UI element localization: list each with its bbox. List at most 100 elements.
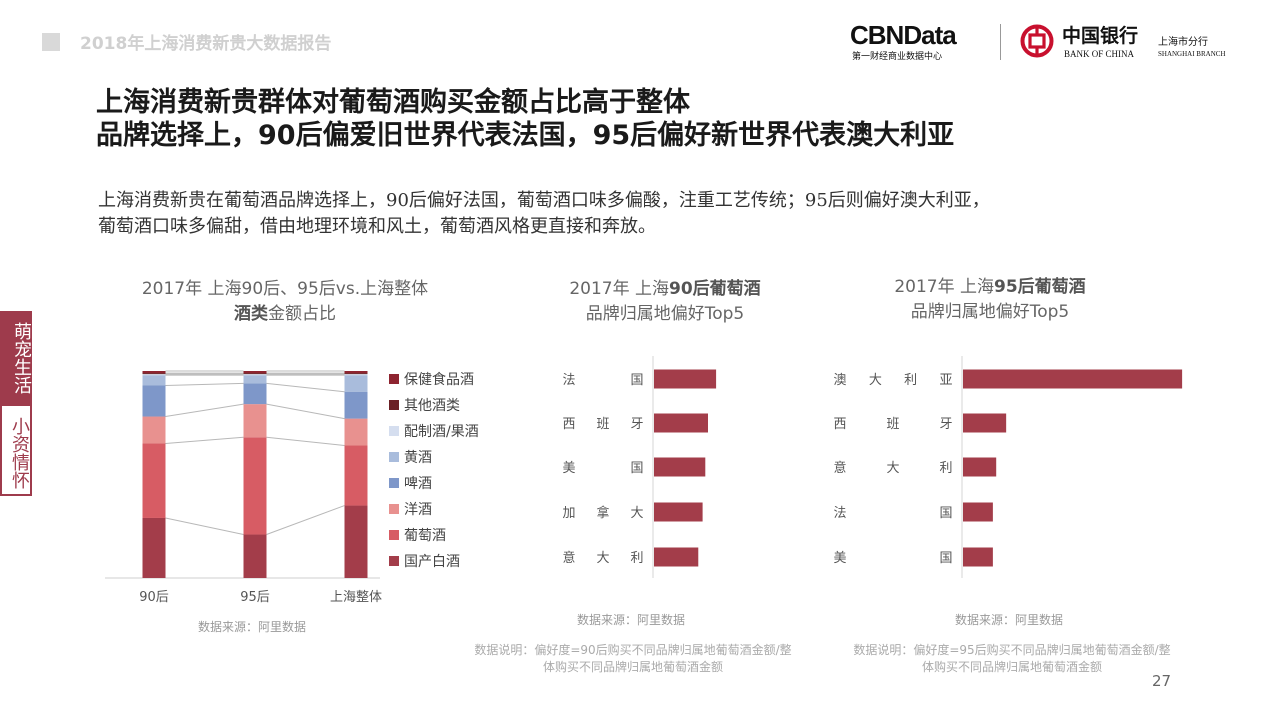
chart1-legend-label: 洋酒: [404, 502, 432, 518]
chart1-bar-segment: [344, 371, 368, 374]
chart1-bar-segment: [243, 371, 267, 374]
chart1-connector-line: [266, 436, 345, 447]
chart1-bar-segment: [243, 404, 267, 438]
chart1-bar-segment: [344, 391, 368, 419]
chart1-legend-label: 配制酒/果酒: [404, 424, 479, 440]
chart1-connector-line: [165, 436, 244, 444]
chart3-category-label: 利: [904, 373, 917, 388]
chart2-title-bold: 90后葡萄酒: [669, 279, 761, 299]
chart3-title-bold: 95后葡萄酒: [994, 277, 1086, 297]
chart1-bar-segment: [243, 383, 267, 405]
chart1-title: 2017年 上海90后、95后vs.上海整体 酒类金额占比: [100, 274, 470, 324]
chart1-connector-line: [165, 382, 244, 386]
chart3-category-label: 西: [833, 417, 846, 432]
chart1-connector-line: [266, 382, 345, 393]
chart1-bar-segment: [142, 517, 166, 578]
bank-of-china-name-cn: 中国银行: [1062, 25, 1139, 47]
body-text-line-1: 上海消费新贵在葡萄酒品牌选择上，90后偏好法国，葡萄酒口味多偏酸，注重工艺传统；…: [98, 190, 990, 211]
chart3-category-label: 意: [833, 460, 846, 476]
chart1-legend-swatch: [389, 374, 399, 384]
chart1-connector-line: [165, 517, 244, 536]
chart2-category-label: 大: [630, 506, 643, 521]
chart3-category-label: 大: [886, 461, 899, 476]
chart3-title-plain: 2017年 上海: [894, 277, 994, 297]
chart1-category-label: 95后: [240, 590, 270, 605]
headline-line-2: 品牌选择上，90后偏爱旧世界代表法国，95后偏好新世界代表澳大利亚: [96, 120, 955, 151]
chart2-bar: [654, 502, 703, 522]
chart1-bar-segment: [142, 374, 166, 376]
chart1-bar-segment: [142, 373, 166, 375]
chart3-category-label: 班: [886, 417, 899, 432]
chart1-title-rest: 金额占比: [268, 304, 336, 324]
chart2-category-label: 牙: [630, 417, 643, 432]
header-square-icon: [42, 33, 60, 51]
chart1-legend-label: 国产白酒: [404, 554, 460, 570]
chart1-legend-swatch: [389, 426, 399, 436]
chart3-note: 数据说明：偏好度=95后购买不同品牌归属地葡萄酒金额/整体购买不同品牌归属地葡萄…: [853, 643, 1171, 674]
chart1-legend-swatch: [389, 504, 399, 514]
chart2-note: 数据说明：偏好度=90后购买不同品牌归属地葡萄酒金额/整体购买不同品牌归属地葡萄…: [474, 643, 792, 674]
chart2-title-plain: 2017年 上海: [569, 279, 669, 299]
chart1-bar-segment: [142, 385, 166, 417]
chart1-bar-segment: [344, 374, 368, 376]
chart1-bar-segment: [243, 374, 267, 376]
chart1-legend-swatch: [389, 452, 399, 462]
chart3-category-label: 大: [869, 373, 882, 388]
chart3-category-label: 法: [833, 506, 846, 521]
chart1-title-line-1: 2017年 上海90后、95后vs.上海整体: [141, 279, 429, 299]
chart2-category-label: 大: [596, 551, 609, 566]
side-tab-petty-bourgeois[interactable]: 小资情怀: [0, 404, 32, 496]
chart1-bar-segment: [344, 375, 368, 392]
chart1-legend-swatch: [389, 556, 399, 566]
chart3-source: 数据来源：阿里数据: [955, 613, 1064, 627]
chart3-bar: [963, 369, 1183, 389]
chart3-category-label: 澳: [833, 372, 846, 388]
body-text-line-2: 葡萄酒口味多偏甜，借由地理环境和风土，葡萄酒风格更直接和奔放。: [98, 216, 656, 237]
chart3-bar: [963, 547, 993, 567]
chart1-legend-label: 黄酒: [404, 449, 432, 466]
headline-line-1: 上海消费新贵群体对葡萄酒购买金额占比高于整体: [96, 87, 690, 118]
chart2-bar: [654, 457, 706, 477]
chart3-category-label: 国: [939, 506, 952, 521]
chart1-connector-line: [266, 403, 345, 420]
chart2-category-label: 美: [562, 461, 575, 476]
chart1-bar-segment: [142, 371, 166, 374]
chart3-category-label: 利: [939, 461, 952, 476]
chart2-category-label: 利: [630, 551, 643, 566]
chart1-category-label: 上海整体: [330, 590, 382, 605]
chart1-connector-line: [165, 403, 244, 418]
chart1-legend-label: 啤酒: [404, 476, 432, 492]
chart2-bar: [654, 547, 699, 567]
chart1-bar-segment: [344, 505, 368, 578]
chart1-legend-label: 葡萄酒: [404, 528, 446, 544]
bank-of-china-name-en: BANK OF CHINA: [1064, 49, 1135, 59]
chart1-legend-label: 其他酒类: [404, 398, 460, 414]
chart2-title-line-2: 品牌归属地偏好Top5: [585, 304, 745, 324]
chart2-category-label: 拿: [596, 505, 609, 521]
side-tab-petty-bourgeois-label: 小资情怀: [9, 417, 30, 489]
page-number: 27: [1152, 672, 1172, 690]
chart2-category-label: 国: [630, 373, 643, 388]
chart3-category-label: 牙: [939, 417, 952, 432]
chart1-legend-swatch: [389, 530, 399, 540]
chart1-bar-segment: [243, 534, 267, 578]
cbndata-logo: CBNData: [850, 20, 957, 50]
chart1-bar-segment: [344, 373, 368, 375]
chart2-category-label: 意: [562, 550, 575, 566]
side-tab-pet-life[interactable]: 萌宠生活: [0, 311, 32, 404]
chart3-category-label: 亚: [939, 373, 952, 388]
chart1-bar-segment: [243, 373, 267, 375]
chart1-bar-segment: [243, 437, 267, 535]
chart1-bar-segment: [142, 443, 166, 518]
chart3-category-label: 美: [833, 551, 846, 566]
bank-branch-cn: 上海市分行: [1158, 37, 1208, 48]
chart2-source: 数据来源：阿里数据: [577, 613, 686, 627]
chart1-bar-segment: [344, 445, 368, 506]
chart2-category-label: 班: [596, 417, 609, 432]
chart3-bar: [963, 502, 993, 522]
chart1-title-bold: 酒类: [234, 304, 268, 324]
chart3-title: 2017年 上海95后葡萄酒 品牌归属地偏好Top5: [840, 272, 1140, 322]
chart1-bar-segment: [142, 375, 166, 386]
chart1-source: 数据来源：阿里数据: [198, 620, 307, 634]
